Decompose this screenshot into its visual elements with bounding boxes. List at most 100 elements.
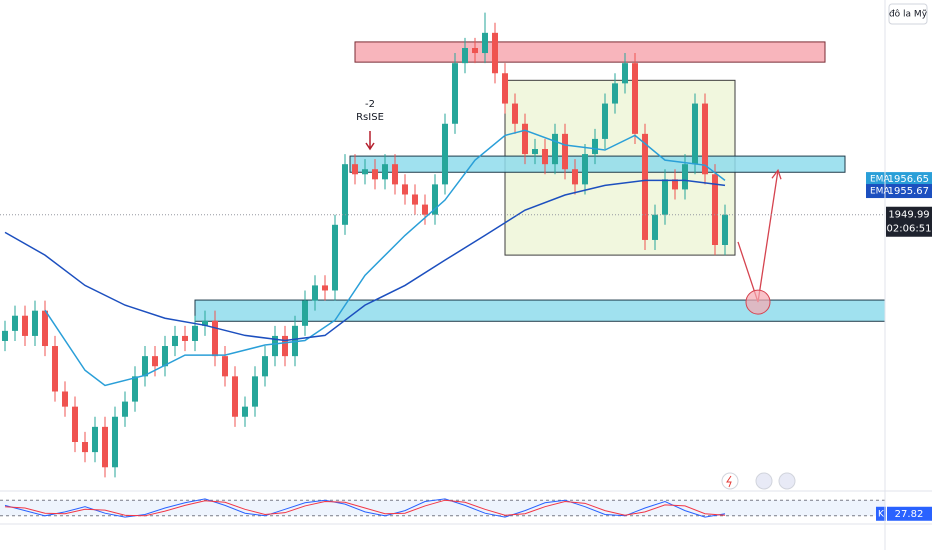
countdown-label: 02:06:51 (887, 224, 932, 235)
candle-body (722, 214, 728, 245)
candle-body (552, 133, 558, 165)
oscillator-band (0, 500, 885, 516)
candle-body (702, 103, 708, 175)
candle-body (622, 63, 628, 84)
candle-body (662, 179, 668, 215)
candle-body (402, 184, 408, 195)
price-label-box (866, 184, 932, 199)
candle-body (312, 285, 318, 301)
oscillator (0, 498, 885, 518)
event-flag (778, 472, 796, 490)
lines (0, 129, 885, 387)
k-value: 27.82 (895, 509, 924, 520)
candle-body (522, 123, 528, 155)
candle-body (692, 103, 698, 165)
candle-body (72, 406, 78, 443)
k-box (876, 506, 886, 521)
candle-body (102, 426, 108, 468)
candle-body (462, 47, 468, 64)
candle-body (32, 310, 38, 336)
candle-body (182, 335, 188, 341)
candle-body (232, 376, 238, 417)
candle-body (282, 335, 288, 357)
event-flag (755, 472, 773, 490)
candle-body (262, 356, 268, 377)
annotation-text: RsISE (356, 112, 384, 123)
candle-body (112, 416, 118, 468)
candle-body (532, 149, 538, 155)
ema-line (44, 129, 726, 387)
candle-body (212, 320, 218, 357)
event-icon (726, 475, 732, 488)
candle-body (322, 285, 328, 291)
candle-body (592, 138, 598, 155)
candle-body (222, 356, 228, 377)
last-price-box (886, 206, 932, 237)
candle-body (602, 103, 608, 139)
candle-body (92, 426, 98, 453)
candle-body (442, 123, 448, 185)
k-name: K (878, 509, 885, 519)
candle-body (392, 164, 398, 185)
last-price-label: 1949.99 (888, 210, 929, 221)
candle-body (422, 204, 428, 215)
oscillator-line (4, 498, 726, 518)
candle-body (612, 83, 618, 104)
candle-body (142, 356, 148, 377)
candle-body (472, 47, 478, 54)
arrow-head (771, 168, 782, 180)
candles (2, 12, 728, 478)
candle-body (582, 154, 588, 185)
candle-body (162, 346, 168, 367)
candle-body (642, 133, 648, 240)
annotation-text: -2 (365, 99, 375, 110)
candle-body (342, 164, 348, 225)
candle-body (452, 63, 458, 124)
candle-body (12, 315, 18, 331)
candle-body (302, 300, 308, 326)
target-circle (745, 289, 771, 315)
candle-body (2, 330, 8, 341)
candle-body (22, 315, 28, 336)
candle-body (492, 32, 498, 74)
candle-body (572, 169, 578, 185)
candle-body (202, 320, 208, 326)
ema-line (4, 179, 726, 342)
k-value-box (887, 506, 932, 521)
candle-body (62, 391, 68, 407)
zone (194, 299, 886, 322)
candle-body (652, 214, 658, 240)
candle-body (272, 335, 278, 357)
currency-button[interactable] (888, 3, 928, 25)
candle-body (632, 63, 638, 134)
candle-body (512, 103, 518, 124)
candle-body (192, 325, 198, 341)
price-label-name: EMA (870, 175, 890, 185)
candle-body (352, 164, 358, 175)
event-icon (721, 472, 739, 490)
candle-body (132, 376, 138, 402)
candle-body (332, 224, 338, 291)
price-label-box (866, 172, 932, 187)
candle-body (242, 406, 248, 417)
candle-body (712, 174, 718, 245)
candle-body (382, 164, 388, 180)
candle-body (82, 442, 88, 453)
candle-body (122, 401, 128, 417)
candle-body (482, 32, 488, 54)
price-label-name: EMA (870, 187, 890, 197)
candle-body (362, 169, 368, 175)
candle-body (562, 133, 568, 170)
candle-body (502, 73, 508, 104)
candle-body (52, 346, 58, 392)
candle-body (372, 169, 378, 180)
currency-label: đô la Mỹ (889, 9, 928, 20)
candle-body (42, 310, 48, 347)
price-label-value: 1956.65 (888, 174, 929, 185)
price-label-value: 1955.67 (888, 186, 929, 197)
candle-body (172, 335, 178, 347)
candle-body (542, 149, 548, 165)
candle-body (412, 194, 418, 205)
